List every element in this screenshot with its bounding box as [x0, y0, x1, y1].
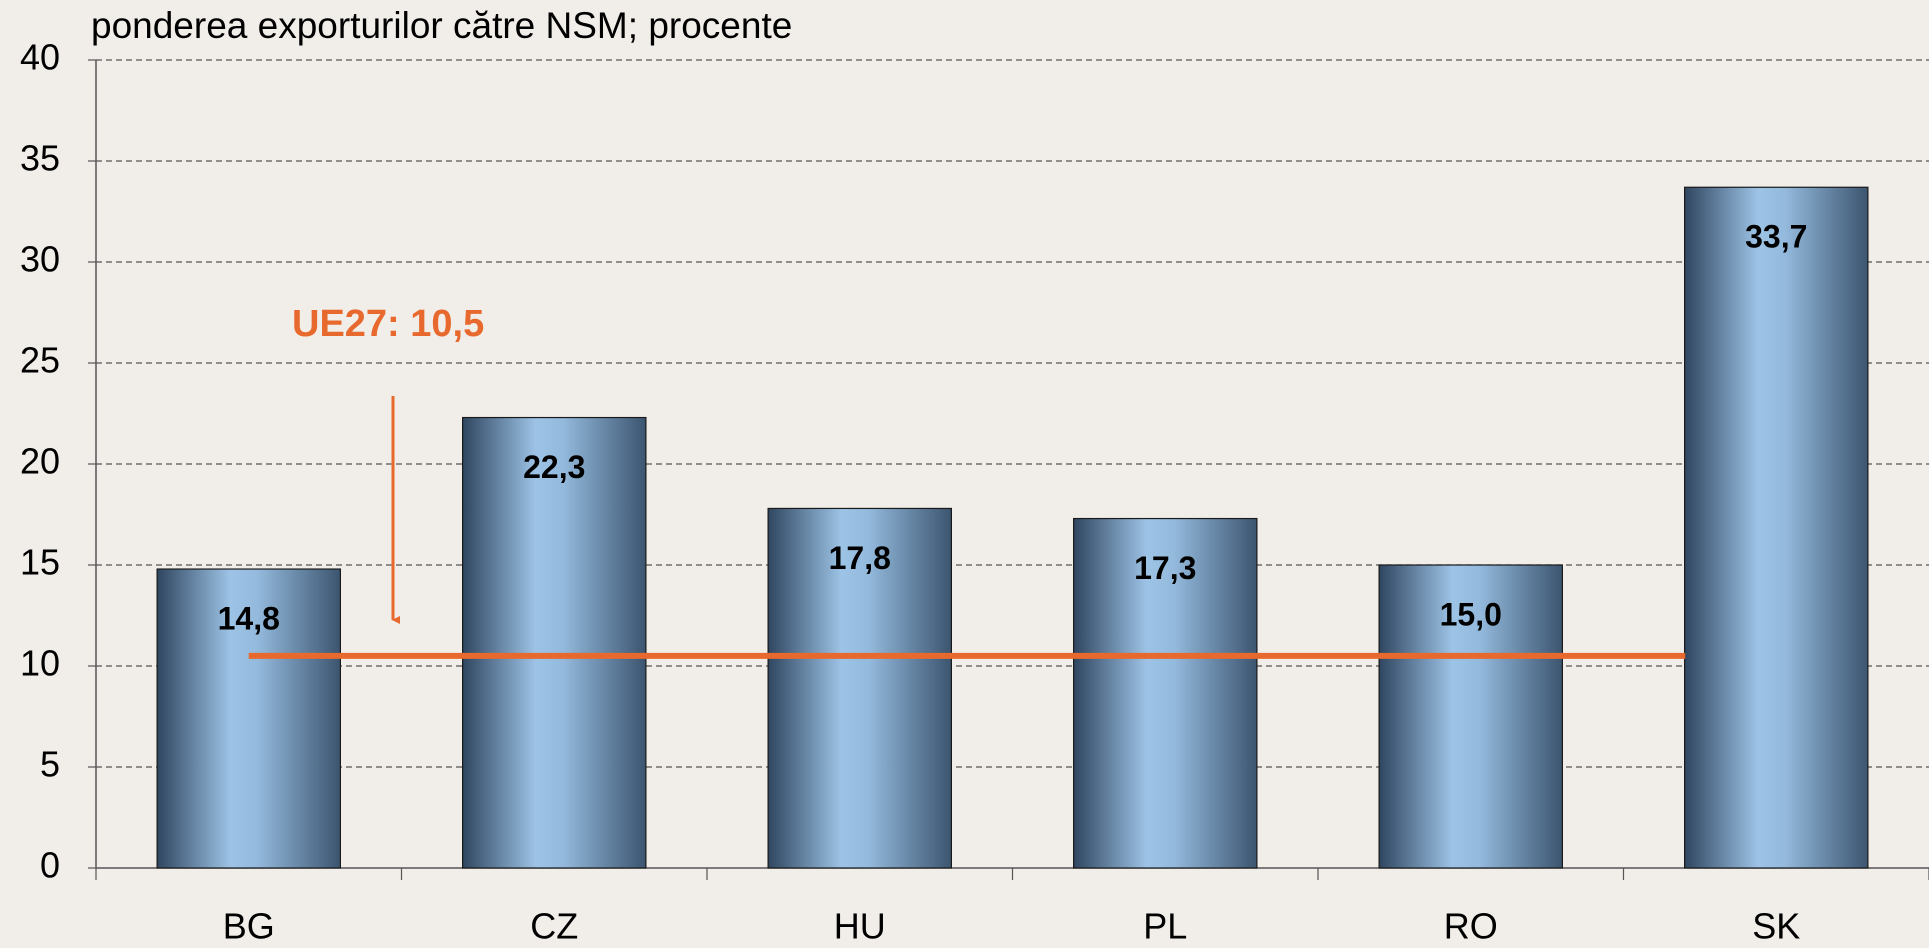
bar: [1683, 186, 1869, 869]
y-tick-label: 35: [20, 138, 60, 179]
bar: [156, 568, 342, 869]
chart-title: ponderea exporturilor către NSM; procent…: [91, 5, 792, 46]
y-tick-label: 20: [20, 441, 60, 482]
value-label: 22,3: [523, 449, 585, 485]
bar: [1072, 517, 1258, 869]
x-tick-label: HU: [834, 906, 886, 947]
x-tick-label: CZ: [530, 906, 578, 947]
x-tick-label: BG: [223, 906, 275, 947]
bar: [462, 416, 647, 869]
bar: [1378, 564, 1563, 869]
value-label: 15,0: [1440, 596, 1502, 632]
y-tick-label: 10: [20, 643, 60, 684]
y-tick-label: 25: [20, 340, 60, 381]
y-tick-label: 40: [20, 37, 60, 78]
value-label: 33,7: [1745, 219, 1807, 255]
x-tick-label: RO: [1444, 906, 1498, 947]
y-tick-label: 5: [40, 744, 60, 785]
y-tick-label: 0: [40, 845, 60, 886]
reference-label: UE27: 10,5: [292, 303, 484, 345]
x-tick-label: SK: [1752, 906, 1800, 947]
value-label: 17,3: [1134, 550, 1196, 586]
value-label: 14,8: [218, 600, 280, 636]
bar: [767, 507, 952, 869]
x-tick-label: PL: [1143, 906, 1187, 947]
value-label: 17,8: [829, 540, 891, 576]
y-tick-label: 15: [20, 542, 60, 583]
y-tick-label: 30: [20, 239, 60, 280]
